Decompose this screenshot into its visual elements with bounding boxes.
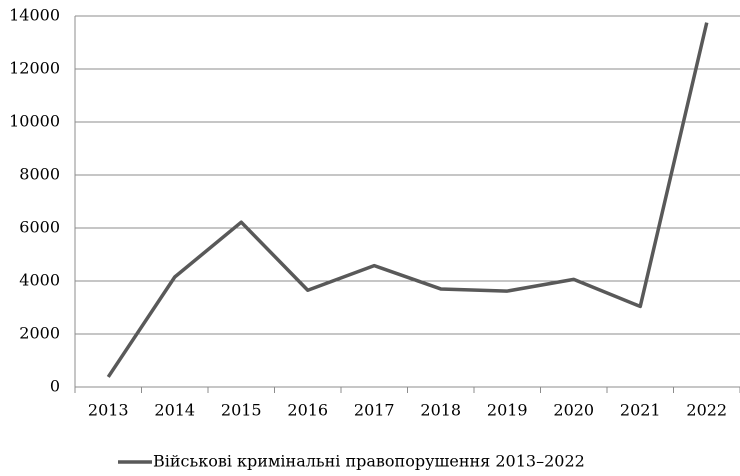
y-tick-label: 4000 [19, 271, 60, 290]
x-tick-label: 2014 [154, 401, 195, 420]
y-tick-label: 10000 [9, 112, 60, 131]
legend-label: Військові кримінальні правопорушення 201… [153, 452, 585, 471]
y-tick-label: 8000 [19, 165, 60, 184]
y-tick-label: 14000 [9, 6, 60, 25]
x-tick-label: 2017 [354, 401, 395, 420]
y-tick-label: 2000 [19, 324, 60, 343]
y-tick-label: 0 [50, 377, 60, 396]
x-tick-label: 2022 [686, 401, 727, 420]
x-tick-label: 2013 [88, 401, 129, 420]
y-tick-label: 12000 [9, 59, 60, 78]
x-tick-label: 2015 [221, 401, 262, 420]
data-line [106, 22, 709, 378]
x-tick-label: 2018 [420, 401, 461, 420]
y-tick-label: 6000 [19, 218, 60, 237]
x-tick-label: 2021 [620, 401, 661, 420]
x-tick-label: 2019 [487, 401, 528, 420]
x-tick-label: 2016 [287, 401, 328, 420]
x-tick-label: 2020 [553, 401, 594, 420]
